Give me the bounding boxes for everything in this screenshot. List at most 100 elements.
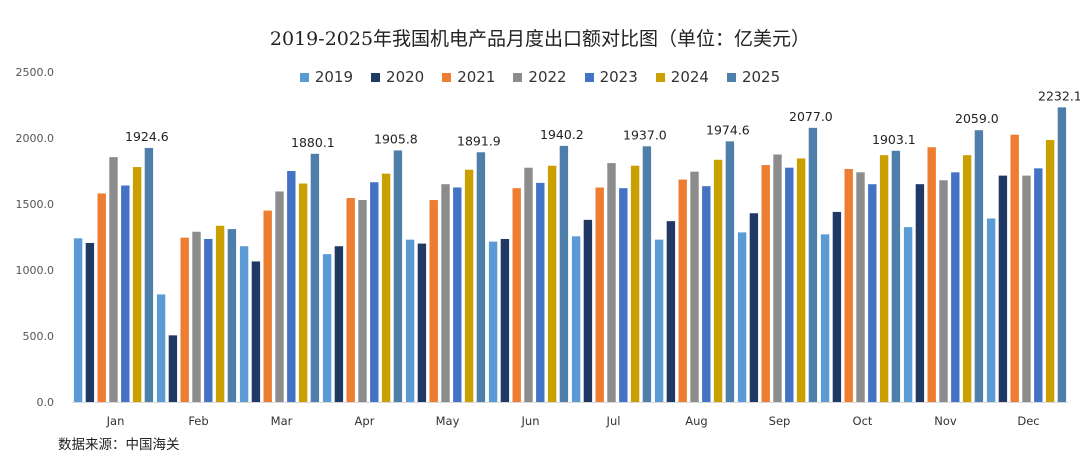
data-label: 2059.0 [955, 111, 999, 126]
x-tick-label: Aug [685, 414, 707, 428]
legend-item-2024: 2024 [655, 68, 709, 86]
x-tick-label: Apr [355, 414, 375, 428]
bar-2023-Sep [785, 167, 794, 402]
data-label: 1880.1 [291, 135, 335, 150]
bar-2019-Nov [903, 227, 913, 402]
bar-2021-Oct [844, 169, 853, 402]
bar-2019-Jun [488, 241, 498, 402]
bar-2020-Jun [500, 238, 510, 402]
bar-2025-May [476, 152, 486, 402]
x-tick-label: Jun [521, 414, 540, 428]
bar-2024-Feb [215, 225, 225, 402]
data-label: 2077.0 [789, 109, 833, 124]
x-tick-label: Nov [934, 414, 957, 428]
data-label: 2232.1 [1038, 88, 1080, 103]
bar-2022-Jun [524, 167, 533, 402]
y-tick-label: 1500.0 [16, 198, 55, 211]
bar-2019-Jan [73, 238, 83, 402]
bar-2024-Aug [713, 159, 723, 402]
bar-2023-May [453, 187, 462, 402]
legend-label: 2019 [314, 68, 354, 86]
legend-label: 2020 [386, 68, 425, 86]
x-tick-label: Jan [106, 414, 125, 428]
bar-2023-Dec [1034, 168, 1043, 402]
legend-label: 2023 [599, 68, 638, 86]
bar-2024-Dec [1045, 139, 1055, 403]
bar-2024-Oct [879, 155, 889, 402]
bar-2025-Sep [808, 127, 818, 402]
y-tick-label: 0.0 [37, 396, 55, 409]
bar-2024-Mar [298, 183, 308, 402]
bar-2023-Feb [204, 238, 213, 402]
data-label: 1905.8 [374, 131, 418, 146]
bar-2019-Dec [986, 218, 996, 402]
legend-swatch [442, 72, 452, 82]
bar-2022-Feb [192, 231, 201, 402]
bar-2025-Aug [725, 141, 735, 403]
bar-2022-Sep [773, 154, 782, 402]
bar-2024-Apr [381, 173, 391, 402]
x-tick-label: Mar [271, 414, 293, 428]
legend-item-2025: 2025 [726, 68, 781, 86]
bar-2021-Jan [97, 193, 106, 402]
bar-2022-Nov [939, 180, 948, 402]
y-tick-label: 500.0 [23, 330, 55, 343]
bar-2021-Mar [263, 210, 272, 402]
bar-2020-Oct [832, 211, 842, 402]
chart-title: 2019-2025年我国机电产品月度出口额对比图（单位：亿美元） [269, 28, 811, 50]
x-tick-label: Dec [1017, 414, 1039, 428]
bar-2024-Nov [962, 155, 972, 402]
legend-swatch [726, 72, 736, 82]
bar-2022-Oct [856, 172, 865, 402]
y-tick-label: 2500.0 [16, 66, 55, 79]
bar-2021-Feb [180, 237, 189, 402]
legend-swatch [584, 72, 594, 82]
bar-2025-Nov [974, 130, 984, 402]
bar-2020-Apr [334, 246, 344, 402]
bar-2021-Dec [1010, 134, 1019, 402]
bar-2019-Sep [737, 232, 747, 402]
bar-2019-Jul [571, 236, 581, 402]
bar-2023-Apr [370, 182, 379, 402]
bar-2024-May [464, 169, 474, 402]
bar-2023-Jul [619, 188, 628, 402]
legend-swatch [299, 72, 309, 82]
bar-2023-Jun [536, 182, 545, 402]
data-label: 1903.1 [872, 132, 916, 147]
legend-swatch [513, 72, 523, 82]
x-tick-label: Sep [769, 414, 791, 428]
bar-2025-Mar [310, 153, 320, 402]
legend-item-2023: 2023 [584, 68, 638, 86]
bar-2021-Jun [512, 188, 521, 402]
bar-2022-Jan [109, 157, 118, 402]
bar-2021-Nov [927, 147, 936, 402]
source-note: 数据来源：中国海关 [58, 437, 180, 453]
bar-2020-May [417, 243, 427, 402]
bar-2019-Aug [654, 239, 664, 402]
legend-label: 2024 [670, 68, 709, 86]
bar-2019-Feb [156, 294, 166, 402]
data-label: 1937.0 [623, 127, 667, 142]
legend-label: 2022 [528, 68, 567, 86]
bar-2020-Aug [666, 221, 676, 402]
bar-2025-Jun [559, 145, 569, 402]
legend-item-2022: 2022 [513, 68, 567, 86]
bar-2019-Oct [820, 234, 830, 402]
data-label: 1891.9 [457, 133, 501, 148]
bar-2020-Jul [583, 219, 593, 402]
bar-2021-Aug [678, 179, 687, 402]
y-tick-label: 1000.0 [16, 264, 55, 277]
y-tick-label: 2000.0 [16, 132, 55, 145]
bar-2021-Apr [346, 198, 355, 402]
data-label: 1974.6 [706, 122, 750, 137]
bar-2023-Nov [951, 172, 960, 402]
bar-2023-Oct [868, 184, 877, 402]
bar-2022-Aug [690, 171, 699, 402]
x-tick-label: May [436, 414, 460, 428]
x-tick-label: Feb [188, 414, 208, 428]
bar-2020-Feb [168, 335, 178, 402]
legend-item-2020: 2020 [371, 68, 424, 86]
legend-label: 2025 [741, 68, 781, 86]
bar-2020-Jan [85, 242, 95, 402]
